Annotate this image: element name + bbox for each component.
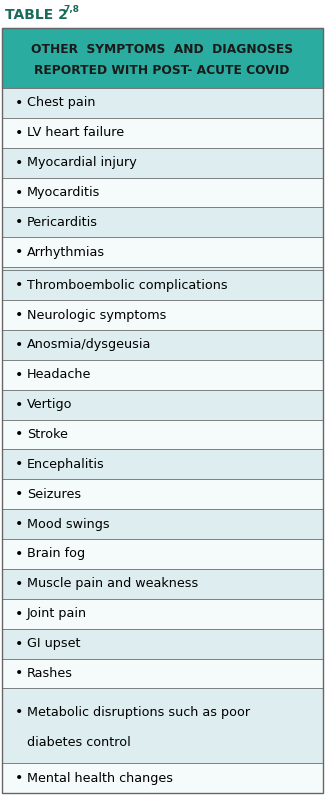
Text: Headache: Headache xyxy=(27,368,91,381)
Text: Myocarditis: Myocarditis xyxy=(27,186,100,199)
Text: •: • xyxy=(15,771,23,785)
Bar xyxy=(2,509,323,539)
Bar xyxy=(2,629,323,658)
Bar xyxy=(2,207,323,238)
Text: •: • xyxy=(15,245,23,259)
Text: Muscle pain and weakness: Muscle pain and weakness xyxy=(27,577,198,591)
Text: GI upset: GI upset xyxy=(27,637,81,650)
Bar xyxy=(2,267,323,270)
Text: Myocardial injury: Myocardial injury xyxy=(27,156,137,169)
Text: Seizures: Seizures xyxy=(27,488,81,501)
Text: •: • xyxy=(15,427,23,442)
Text: 7,8: 7,8 xyxy=(63,6,79,14)
Text: Chest pain: Chest pain xyxy=(27,96,96,109)
Text: •: • xyxy=(15,215,23,230)
Text: Neurologic symptoms: Neurologic symptoms xyxy=(27,308,166,321)
Bar xyxy=(2,330,323,359)
Text: •: • xyxy=(15,457,23,471)
Bar xyxy=(2,539,323,569)
Bar xyxy=(2,419,323,450)
Text: •: • xyxy=(15,517,23,531)
Text: •: • xyxy=(15,308,23,322)
Bar xyxy=(2,599,323,629)
Text: •: • xyxy=(15,607,23,621)
Bar xyxy=(2,238,323,267)
Bar xyxy=(2,118,323,147)
Text: Joint pain: Joint pain xyxy=(27,607,87,620)
Text: •: • xyxy=(15,637,23,650)
Text: Anosmia/dysgeusia: Anosmia/dysgeusia xyxy=(27,339,151,351)
Bar xyxy=(2,390,323,419)
Text: •: • xyxy=(15,96,23,110)
Text: •: • xyxy=(15,487,23,501)
Text: •: • xyxy=(15,126,23,139)
Text: Mood swings: Mood swings xyxy=(27,517,110,531)
Text: •: • xyxy=(15,547,23,561)
Text: •: • xyxy=(15,278,23,292)
Bar xyxy=(2,178,323,207)
Text: Vertigo: Vertigo xyxy=(27,398,72,411)
Text: Thromboembolic complications: Thromboembolic complications xyxy=(27,279,228,292)
Bar xyxy=(2,764,323,793)
Text: Encephalitis: Encephalitis xyxy=(27,457,105,471)
Text: •: • xyxy=(15,666,23,681)
Bar xyxy=(2,147,323,178)
Text: LV heart failure: LV heart failure xyxy=(27,126,124,139)
Text: •: • xyxy=(15,705,23,720)
Text: Stroke: Stroke xyxy=(27,428,68,441)
Text: •: • xyxy=(15,155,23,170)
Bar xyxy=(2,569,323,599)
Bar xyxy=(2,479,323,509)
Bar xyxy=(2,300,323,330)
Text: •: • xyxy=(15,367,23,382)
Text: OTHER  SYMPTOMS  AND  DIAGNOSES: OTHER SYMPTOMS AND DIAGNOSES xyxy=(31,42,293,56)
Text: •: • xyxy=(15,186,23,199)
Text: Brain fog: Brain fog xyxy=(27,548,85,560)
Text: Rashes: Rashes xyxy=(27,667,73,680)
Text: Arrhythmias: Arrhythmias xyxy=(27,245,105,259)
Bar xyxy=(2,359,323,390)
Bar xyxy=(2,450,323,479)
Text: •: • xyxy=(15,577,23,591)
Text: •: • xyxy=(15,338,23,352)
Bar xyxy=(2,28,323,88)
Text: Mental health changes: Mental health changes xyxy=(27,771,173,784)
Bar xyxy=(2,658,323,689)
Bar xyxy=(2,88,323,118)
Text: diabetes control: diabetes control xyxy=(27,736,131,748)
Text: •: • xyxy=(15,398,23,411)
Bar xyxy=(2,270,323,300)
Text: REPORTED WITH POST- ACUTE COVID: REPORTED WITH POST- ACUTE COVID xyxy=(34,64,290,77)
Bar xyxy=(2,689,323,764)
Text: Metabolic disruptions such as poor: Metabolic disruptions such as poor xyxy=(27,706,250,719)
Text: TABLE 2: TABLE 2 xyxy=(5,9,68,22)
Text: Pericarditis: Pericarditis xyxy=(27,216,98,229)
